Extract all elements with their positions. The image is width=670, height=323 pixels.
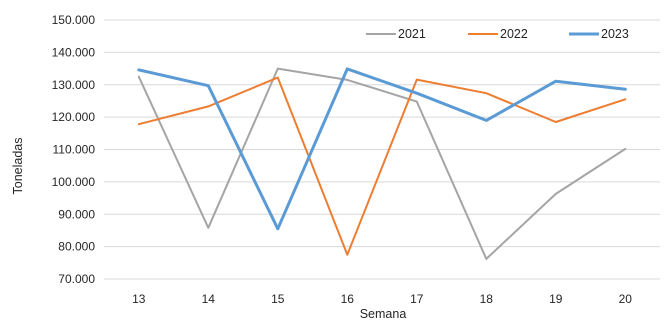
x-axis-tick-labels: 13 14 15 16 17 18 19 20 [132, 292, 632, 306]
x-tick-label: 16 [341, 292, 355, 306]
y-tick-label: 100.000 [52, 175, 96, 189]
y-tick-label: 80.000 [58, 240, 95, 254]
x-tick-label: 13 [132, 292, 146, 306]
x-axis-title: Semana [360, 307, 407, 321]
x-tick-label: 17 [410, 292, 424, 306]
y-tick-label: 150.000 [52, 13, 96, 27]
gridlines [104, 19, 660, 280]
series-line-2022 [137, 76, 627, 256]
legend-label-2022: 2022 [500, 27, 528, 41]
x-tick-label: 20 [619, 292, 633, 306]
y-tick-label: 70.000 [58, 272, 95, 286]
x-tick-label: 18 [480, 292, 494, 306]
y-tick-label: 110.000 [53, 143, 96, 157]
series-lines [137, 67, 627, 260]
y-axis-tick-labels: 70.000 80.000 90.000 100.000 110.000 120.000 1… [52, 13, 96, 286]
legend-label-2023: 2023 [601, 27, 629, 41]
x-tick-label: 14 [202, 292, 216, 306]
series-line-2023 [137, 67, 627, 231]
y-tick-label: 120.000 [52, 110, 96, 124]
y-tick-label: 140.000 [52, 45, 96, 59]
legend-label-2021: 2021 [398, 27, 426, 41]
x-tick-label: 19 [549, 292, 563, 306]
x-tick-label: 15 [271, 292, 285, 306]
series-line-2021 [137, 67, 627, 260]
y-tick-label: 130.000 [52, 78, 96, 92]
legend: 2021 2022 2023 [366, 27, 629, 41]
y-axis-title: Toneladas [11, 138, 25, 195]
y-tick-label: 90.000 [58, 207, 95, 221]
